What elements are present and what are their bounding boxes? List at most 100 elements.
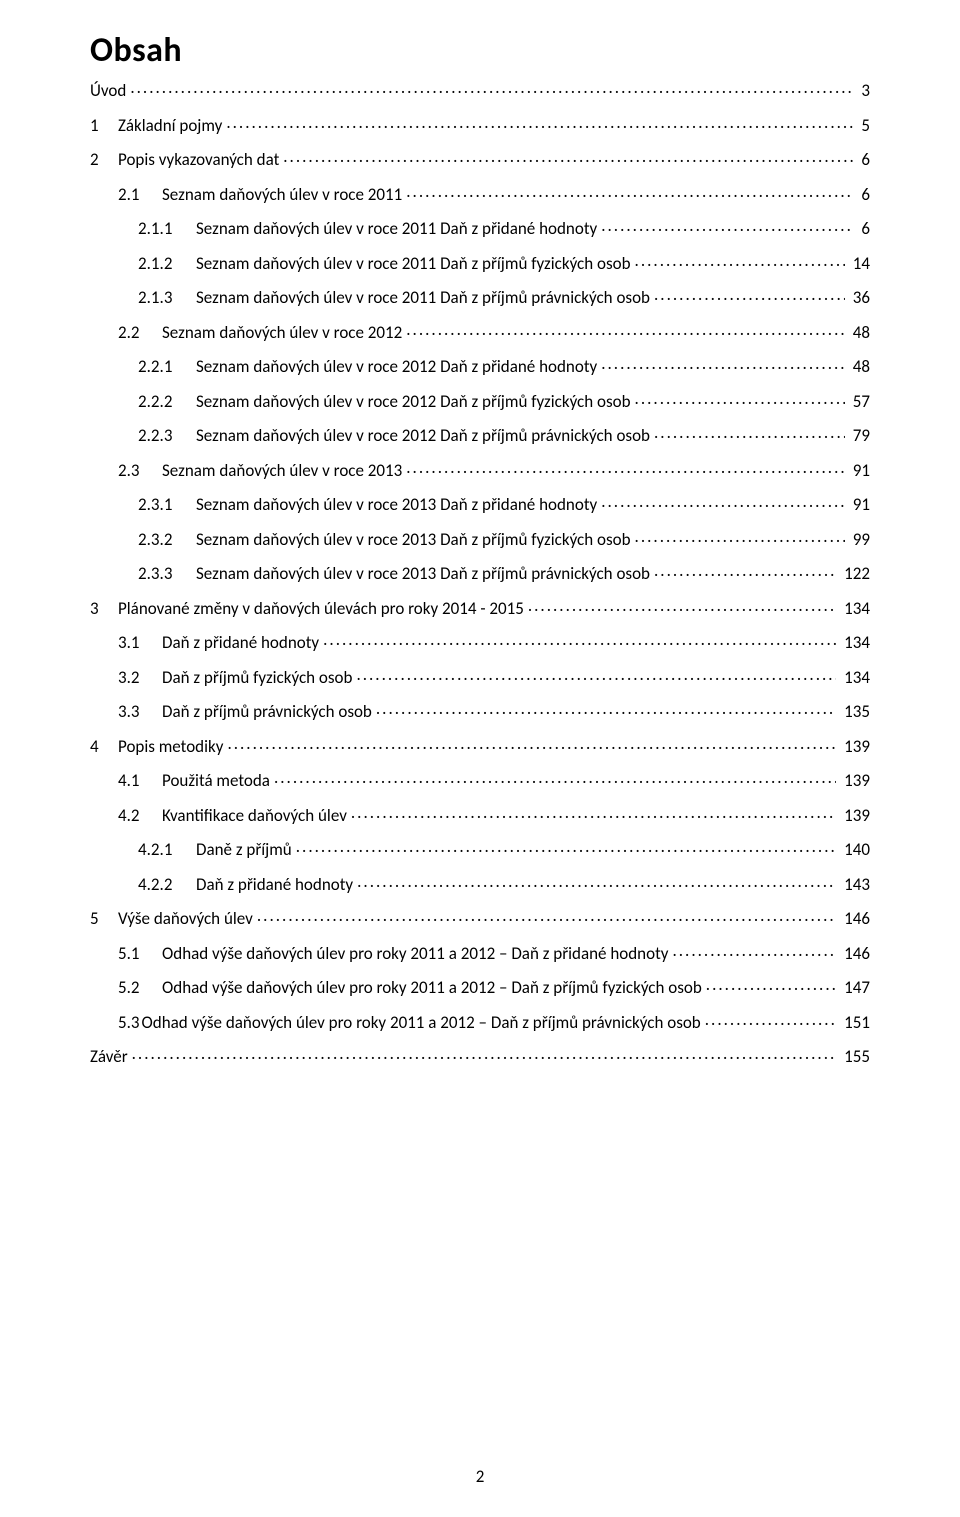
toc-entry: 5.1Odhad výše daňových úlev pro roky 201…	[90, 942, 870, 962]
toc-leader-dots	[257, 907, 836, 924]
toc-entry-number: 2.1.1	[138, 220, 196, 237]
toc-entry-page: 6	[857, 220, 870, 237]
toc-entry-page: 57	[849, 393, 870, 410]
toc-leader-dots	[227, 735, 836, 752]
toc-entry: 2.1.3Seznam daňových úlev v roce 2011 Da…	[90, 286, 870, 306]
toc-entry-text: Úvod	[90, 82, 126, 99]
toc-entry-text: Daň z příjmů právnických osob	[162, 703, 372, 720]
toc-entry-text: Daň z přidané hodnoty	[162, 634, 319, 651]
toc-entry: 1Základní pojmy5	[90, 114, 870, 134]
toc-entry: Závěr 155	[90, 1045, 870, 1065]
toc-leader-dots	[406, 459, 845, 476]
toc-entry-number: 2.2	[118, 324, 162, 341]
toc-entry: 3.1Daň z přidané hodnoty134	[90, 631, 870, 651]
toc-leader-dots	[406, 183, 853, 200]
toc-entry: 2.1.1Seznam daňových úlev v roce 2011 Da…	[90, 217, 870, 237]
toc-entry-page: 147	[840, 979, 870, 996]
toc-entry-text: Seznam daňových úlev v roce 2011 Daň z p…	[196, 289, 650, 306]
toc-entry-number: 4	[90, 738, 118, 755]
toc-entry-number: 5	[90, 910, 118, 927]
toc-entry-text: Seznam daňových úlev v roce 2012 Daň z p…	[196, 427, 650, 444]
toc-leader-dots	[635, 390, 845, 407]
toc-entry-number: 2.1.2	[138, 255, 196, 272]
toc-title: Obsah	[90, 30, 870, 71]
toc-entry-number: 4.2	[118, 807, 162, 824]
toc-entry-page: 122	[840, 565, 870, 582]
toc-entry-number: 2.3.3	[138, 565, 196, 582]
toc-entry: 3.3Daň z příjmů právnických osob135	[90, 700, 870, 720]
toc-entry-page: 151	[840, 1014, 870, 1031]
toc-entry: 2.3.3Seznam daňových úlev v roce 2013 Da…	[90, 562, 870, 582]
toc-leader-dots	[376, 700, 836, 717]
toc-entry-page: 91	[849, 462, 870, 479]
toc-entry: 5.2Odhad výše daňových úlev pro roky 201…	[90, 976, 870, 996]
toc-entry-number: 4.2.1	[138, 841, 196, 858]
toc-entry-number: 4.1	[118, 772, 162, 789]
toc-entry-page: 14	[849, 255, 870, 272]
toc-entry-number: 5.1	[118, 945, 162, 962]
toc-entry-page: 140	[840, 841, 870, 858]
toc-entry-page: 5	[857, 117, 870, 134]
toc-entry-text: Odhad výše daňových úlev pro roky 2011 a…	[162, 945, 668, 962]
toc-entry-text: Seznam daňových úlev v roce 2011 Daň z p…	[196, 255, 631, 272]
toc-entry-page: 155	[840, 1048, 870, 1065]
toc-entry-text: Plánované změny v daňových úlevách pro r…	[118, 600, 524, 617]
toc-entry: 2.1Seznam daňových úlev v roce 2011 6	[90, 183, 870, 203]
toc-entry-text: Seznam daňových úlev v roce 2011 Daň z p…	[196, 220, 597, 237]
toc-entry-page: 139	[840, 772, 870, 789]
toc-entry-text: Závěr	[90, 1048, 128, 1065]
toc-leader-dots	[601, 355, 845, 372]
toc-entry-page: 99	[849, 531, 870, 548]
toc-entry-page: 139	[840, 738, 870, 755]
toc-entry-page: 135	[840, 703, 870, 720]
toc-leader-dots	[351, 804, 836, 821]
table-of-contents: Úvod31Základní pojmy52Popis vykazovaných…	[90, 79, 870, 1065]
toc-entry: 3.2Daň z příjmů fyzických osob134	[90, 666, 870, 686]
toc-leader-dots	[601, 217, 853, 234]
toc-entry-number: 4.2.2	[138, 876, 196, 893]
toc-entry-text: Seznam daňových úlev v roce 2013 Daň z p…	[196, 565, 650, 582]
toc-leader-dots	[283, 148, 853, 165]
toc-entry-page: 48	[849, 324, 870, 341]
toc-entry-page: 143	[840, 876, 870, 893]
toc-leader-dots	[323, 631, 836, 648]
toc-entry: 2.3Seznam daňových úlev v roce 201391	[90, 459, 870, 479]
toc-entry-number: 2.2.3	[138, 427, 196, 444]
toc-entry-number: 5.2	[118, 979, 162, 996]
toc-entry-page: 6	[857, 186, 870, 203]
toc-entry-text: Popis vykazovaných dat	[118, 151, 279, 168]
toc-leader-dots	[356, 666, 836, 683]
toc-leader-dots	[130, 79, 853, 96]
toc-entry-text: Seznam daňových úlev v roce 2012 Daň z p…	[196, 358, 597, 375]
toc-entry-page: 91	[849, 496, 870, 513]
toc-leader-dots	[635, 252, 845, 269]
toc-entry-text: Popis metodiky	[118, 738, 223, 755]
page-number: 2	[0, 1466, 960, 1487]
toc-entry-number: 1	[90, 117, 118, 134]
toc-leader-dots	[274, 769, 836, 786]
toc-entry-text: Odhad výše daňových úlev pro roky 2011 a…	[162, 979, 702, 996]
toc-leader-dots	[601, 493, 845, 510]
toc-entry-text: Seznam daňových úlev v roce 2011	[162, 186, 402, 203]
toc-entry-page: 134	[840, 669, 870, 686]
toc-entry-number: 2.2.2	[138, 393, 196, 410]
toc-entry-text: Seznam daňových úlev v roce 2013	[162, 462, 402, 479]
toc-leader-dots	[132, 1045, 837, 1062]
toc-entry: 4.1Použitá metoda139	[90, 769, 870, 789]
toc-entry: 2.2Seznam daňových úlev v roce 201248	[90, 321, 870, 341]
toc-entry-page: 146	[840, 910, 870, 927]
toc-leader-dots	[296, 838, 836, 855]
toc-entry-number: 2.1	[118, 186, 162, 203]
toc-leader-dots	[705, 1011, 836, 1028]
toc-entry-number: 2.3.2	[138, 531, 196, 548]
toc-entry-text: Daň z přidané hodnoty	[196, 876, 353, 893]
toc-entry-number: 2.1.3	[138, 289, 196, 306]
toc-leader-dots	[672, 942, 836, 959]
toc-entry: 2Popis vykazovaných dat6	[90, 148, 870, 168]
toc-entry: 2.3.2Seznam daňových úlev v roce 2013 Da…	[90, 528, 870, 548]
toc-entry: 5Výše daňových úlev146	[90, 907, 870, 927]
toc-entry-page: 79	[849, 427, 870, 444]
document-page: Obsah Úvod31Základní pojmy52Popis vykazo…	[0, 0, 960, 1517]
toc-leader-dots	[528, 597, 836, 614]
toc-entry-number: 3.1	[118, 634, 162, 651]
